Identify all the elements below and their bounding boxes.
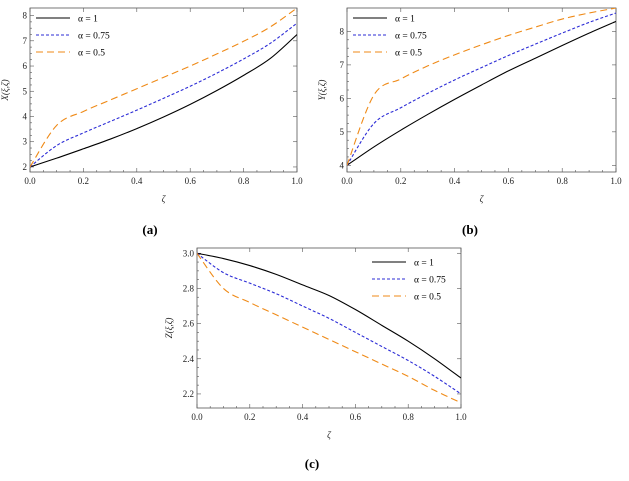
chart-panel-b: 0.0 0.2 0.4 0.6 0.8 1.0 4 5 6 7 8 ζ Y(ξ,ζ) α = 1 α = 0…: [317, 7, 622, 237]
y-tick-label: 5: [340, 127, 345, 137]
x-tick-label: 0.6: [503, 176, 515, 186]
y-tick-label: 3.0: [183, 248, 195, 258]
legend-label-2: α = 0.75: [78, 32, 110, 42]
y-tick-label: 8: [340, 26, 345, 36]
plot-frame: [346, 7, 617, 173]
series-line-2: [197, 252, 461, 395]
x-tick-label: 0.2: [244, 412, 255, 422]
panel-caption: (a): [142, 222, 157, 237]
legend-label-3: α = 0.5: [395, 49, 422, 59]
x-tick-label: 0.4: [449, 176, 461, 186]
y-axis-label: Y(ξ,ζ): [317, 80, 327, 101]
y-tick-label: 2.2: [183, 389, 194, 399]
x-tick-label: 1.0: [455, 412, 467, 422]
legend-label-2: α = 0.75: [414, 276, 446, 286]
series-line-1: [197, 252, 461, 379]
x-tick-label: 0.4: [131, 176, 143, 186]
chart-panel-c: 0.0 0.2 0.4 0.6 0.8 1.0 2.2 2.4 2.6 2.8 3.0 ζ Z(ξ,ζ)…: [164, 247, 467, 471]
x-tick-label: 0.4: [297, 412, 309, 422]
x-axis-label: ζ: [162, 194, 167, 204]
x-axis-label: ζ: [480, 194, 485, 204]
x-tick-label: 0.8: [403, 412, 415, 422]
legend-label-1: α = 1: [78, 15, 98, 25]
x-tick-label: 0.2: [78, 176, 89, 186]
series-line-1: [347, 20, 616, 166]
y-tick-label: 2: [23, 162, 28, 172]
series-line-2: [30, 22, 297, 168]
series-line-3: [197, 252, 461, 404]
y-tick-label: 7: [340, 60, 345, 70]
x-tick-label: 0.0: [24, 176, 36, 186]
legend-label-2: α = 0.75: [395, 32, 427, 42]
y-tick-label: 8: [23, 11, 28, 21]
legend-label-1: α = 1: [395, 15, 415, 25]
legend-label-1: α = 1: [414, 259, 434, 269]
x-tick-label: 0.0: [191, 412, 203, 422]
x-tick-label: 0.6: [185, 176, 197, 186]
legend-label-3: α = 0.5: [78, 49, 105, 59]
y-tick-label: 2.4: [183, 354, 195, 364]
y-tick-label: 2.8: [183, 283, 195, 293]
x-tick-label: 0.8: [557, 176, 569, 186]
chart-panel-a: 0.0 0.2 0.4 0.6 0.8 1.0 2 3 4 5 6 7 8 ζ X(ξ,ζ) α = 1 α =…: [0, 7, 303, 237]
y-tick-label: 4: [23, 111, 28, 121]
x-tick-label: 1.0: [291, 176, 303, 186]
x-axis-label: ζ: [327, 430, 332, 440]
legend-label-3: α = 0.5: [414, 293, 441, 303]
y-tick-label: 6: [23, 61, 28, 71]
y-axis-label: X(ξ,ζ): [0, 79, 10, 101]
y-tick-label: 7: [23, 36, 28, 46]
x-tick-label: 0.6: [350, 412, 362, 422]
y-tick-label: 3: [23, 137, 28, 147]
x-tick-label: 0.8: [238, 176, 250, 186]
panel-caption: (c): [305, 456, 319, 471]
series-line-2: [347, 12, 616, 166]
x-tick-label: 0.0: [341, 176, 353, 186]
y-tick-label: 4: [340, 160, 345, 170]
y-tick-label: 6: [340, 93, 345, 103]
series-line-3: [347, 8, 616, 166]
x-tick-label: 1.0: [610, 176, 622, 186]
y-axis-label: Z(ξ,ζ): [164, 318, 174, 339]
plot-frame: [29, 7, 298, 173]
series-line-3: [30, 8, 297, 168]
series-line-1: [30, 34, 297, 168]
y-tick-label: 5: [23, 86, 28, 96]
x-tick-label: 0.2: [395, 176, 406, 186]
y-tick-label: 2.6: [183, 319, 195, 329]
panel-caption: (b): [462, 222, 478, 237]
